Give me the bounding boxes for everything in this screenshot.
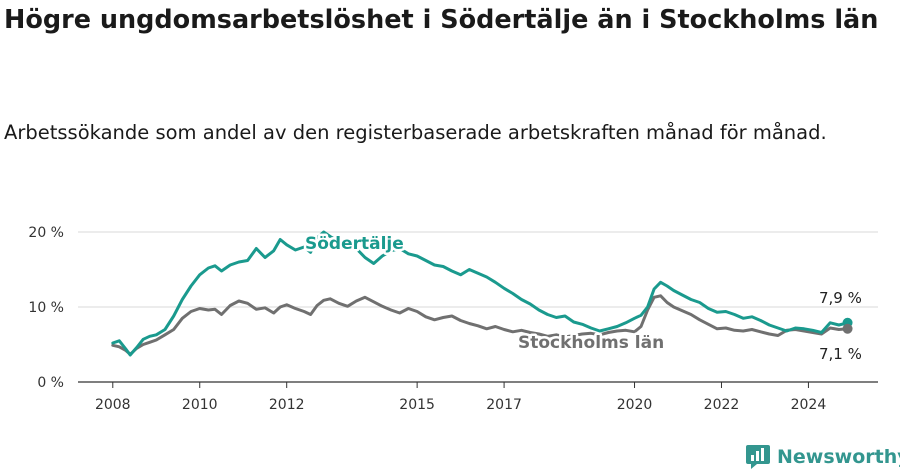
end-point-stockholms-lan (842, 323, 853, 334)
series-lines (111, 230, 853, 357)
grid-lines: 0 % 10 % 20 % (28, 225, 878, 391)
newsworthy-logo-icon (746, 445, 770, 469)
x-axis: 2008 2010 2012 2015 2017 2020 2022 2024 (78, 381, 878, 413)
brand-name: Newsworthy (777, 446, 900, 468)
end-label-stockholms-lan: 7,1 % (819, 345, 862, 363)
y-tick-label: 10 % (28, 300, 64, 316)
end-label-sodertalje: 7,9 % (819, 289, 862, 307)
series-label-sodertalje-halo: Södertälje (305, 234, 404, 254)
x-tick-label: 2024 (791, 397, 827, 413)
x-tick-label: 2015 (399, 397, 435, 413)
newsworthy-brand[interactable]: Newsworthy (745, 442, 900, 472)
chart-title: Högre ungdomsarbetslöshet i Södertälje ä… (4, 5, 879, 35)
x-tick-label: 2012 (269, 397, 305, 413)
x-tick-label: 2017 (486, 397, 522, 413)
y-tick-label: 20 % (28, 225, 64, 241)
series-label-sodertalje: Södertälje (305, 234, 404, 254)
x-tick-label: 2010 (182, 397, 218, 413)
x-tick-label: 2008 (95, 397, 131, 413)
series-line-stockholms-lan (111, 294, 850, 356)
y-tick-label: 0 % (37, 375, 64, 391)
series-label-stockholms-lan-halo: Stockholms län (518, 333, 664, 353)
chart-subtitle: Arbetssökande som andel av den registerb… (4, 121, 827, 144)
x-tick-label: 2020 (617, 397, 653, 413)
series-label-stockholms-lan: Stockholms län (518, 333, 664, 353)
series-line-sodertalje (111, 230, 850, 357)
x-tick-label: 2022 (704, 397, 740, 413)
